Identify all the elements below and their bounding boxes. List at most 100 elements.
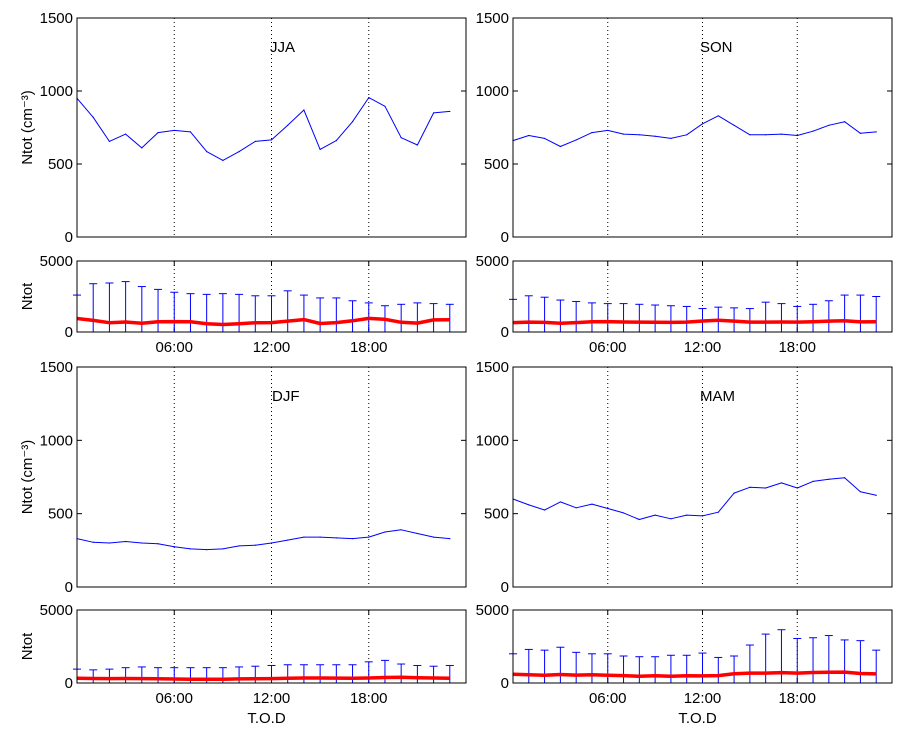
data-point	[189, 321, 192, 323]
data-point	[449, 319, 451, 321]
data-point	[875, 321, 877, 323]
data-point	[528, 321, 530, 323]
data-point	[575, 321, 577, 324]
data-point	[812, 671, 814, 674]
data-point	[717, 319, 719, 321]
data-point	[319, 148, 321, 150]
xtick-label: 06:00	[589, 339, 627, 356]
data-point	[859, 491, 862, 493]
data-point	[206, 150, 208, 153]
data-point	[670, 518, 672, 520]
data-point	[701, 515, 704, 517]
ytick-label: 5000	[40, 602, 73, 619]
data-point	[638, 675, 640, 677]
data-point	[796, 321, 798, 323]
data-point	[780, 321, 783, 323]
data-point	[828, 320, 830, 322]
data-point	[686, 675, 688, 677]
data-point	[717, 115, 719, 117]
data-point	[141, 542, 143, 544]
panel-7: 0 5000 06:00 12:00 18:00 T.O.D	[476, 602, 893, 727]
data-point	[141, 322, 143, 324]
data-point	[189, 131, 192, 133]
data-point	[859, 321, 862, 323]
series-line-0	[76, 97, 450, 161]
data-point	[733, 492, 735, 494]
data-point	[222, 678, 224, 680]
data-point	[335, 322, 337, 324]
data-point	[287, 539, 289, 541]
panel-3: 0 500 1000 1500 MAM	[476, 359, 893, 596]
data-point	[400, 321, 402, 323]
data-point	[828, 671, 830, 673]
ytick-label: 1000	[40, 83, 73, 100]
ytick-label: 1500	[40, 10, 73, 27]
data-point	[654, 135, 656, 137]
data-point	[335, 140, 337, 142]
panel-4: 0 5000 06:00 12:00 18:00 Ntot	[19, 253, 467, 356]
x-axis-label: T.O.D	[678, 710, 717, 727]
ytick-label: 0	[65, 675, 73, 692]
ytick-label: 0	[65, 579, 73, 596]
plot-frame	[76, 17, 467, 238]
xtick-label: 06:00	[155, 690, 193, 707]
data-point	[575, 674, 577, 676]
data-point	[701, 123, 704, 125]
panel-5: 0 5000 06:00 12:00 18:00	[476, 253, 893, 356]
data-point	[108, 322, 111, 324]
data-point	[796, 134, 798, 137]
data-point	[238, 545, 240, 547]
data-point	[287, 124, 289, 126]
data-point	[384, 531, 386, 533]
plot-frame	[512, 609, 893, 684]
data-point	[303, 677, 305, 679]
data-point	[859, 672, 862, 675]
data-point	[432, 112, 435, 114]
data-point	[528, 134, 530, 137]
data-point	[335, 677, 337, 679]
data-point	[749, 134, 751, 136]
data-point	[622, 321, 625, 323]
panel-title: DJF	[272, 388, 300, 405]
series-line-0	[76, 316, 450, 327]
ytick-label: 500	[48, 506, 73, 523]
ytick-label: 1500	[476, 10, 509, 27]
data-point	[812, 130, 814, 132]
data-point	[92, 319, 94, 321]
data-point	[591, 132, 593, 134]
data-point	[622, 133, 625, 135]
y-axis-label: Ntot	[19, 632, 36, 660]
data-point	[543, 137, 546, 140]
data-point	[125, 540, 127, 543]
data-point	[780, 482, 783, 484]
ytick-label: 1000	[476, 432, 509, 449]
data-point	[319, 536, 321, 538]
ytick-label: 5000	[476, 253, 509, 270]
xtick-label: 18:00	[778, 339, 816, 356]
data-point	[844, 477, 846, 479]
ytick-label: 500	[48, 156, 73, 173]
data-point	[206, 678, 208, 680]
xtick-label: 06:00	[589, 690, 627, 707]
data-point	[607, 321, 609, 323]
data-point	[92, 541, 94, 543]
x-axis-label: T.O.D	[247, 710, 286, 727]
data-point	[780, 672, 783, 674]
data-point	[717, 511, 719, 513]
data-point	[173, 129, 175, 132]
data-point	[654, 675, 656, 677]
series-line-0	[76, 675, 450, 682]
ytick-label: 0	[65, 324, 73, 341]
data-point	[733, 673, 735, 675]
data-point	[559, 322, 561, 324]
data-point	[108, 542, 111, 544]
data-point	[270, 321, 273, 324]
data-point	[141, 678, 143, 680]
data-point	[222, 323, 224, 326]
data-point	[607, 674, 609, 676]
data-point	[270, 139, 273, 141]
data-point	[780, 133, 783, 135]
data-point	[844, 320, 846, 322]
data-point	[844, 121, 846, 123]
ytick-label: 1000	[40, 432, 73, 449]
